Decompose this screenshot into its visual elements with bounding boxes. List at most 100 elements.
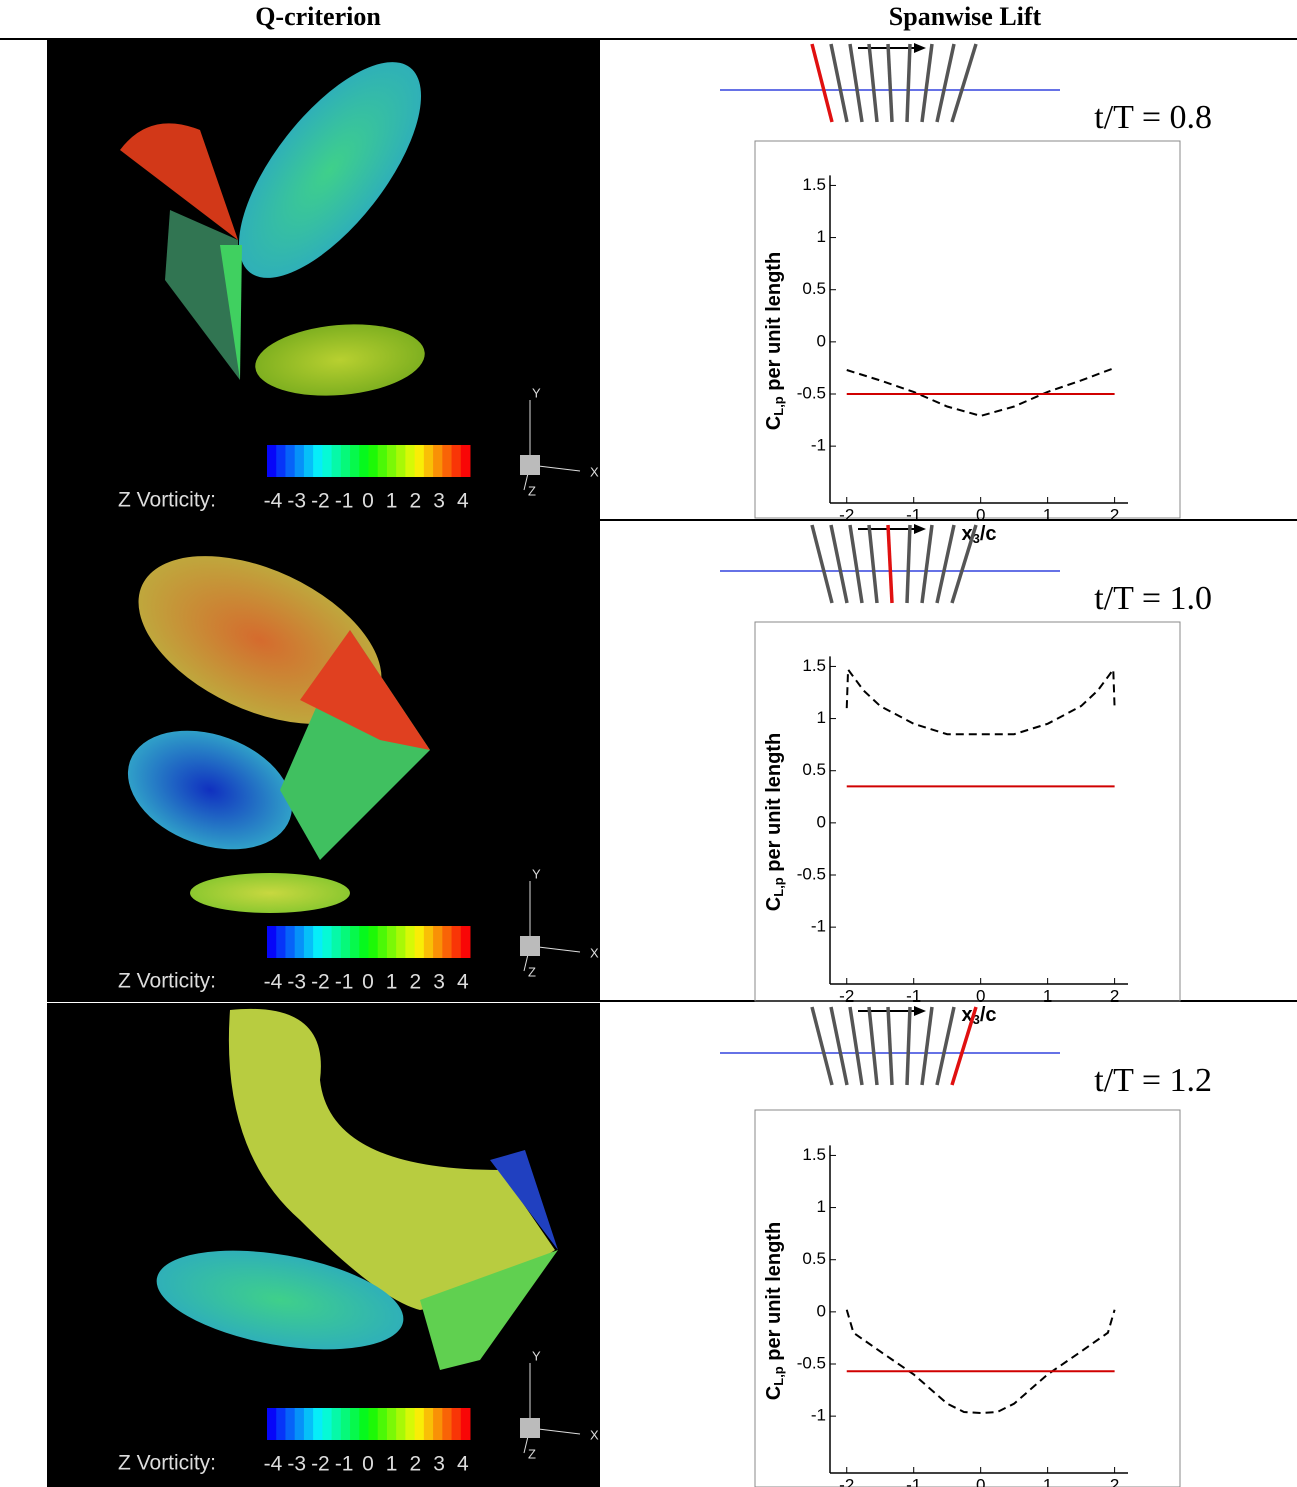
- wing-section: [810, 43, 834, 123]
- colorbar-segment: [368, 1408, 379, 1440]
- y-tick-label: -1: [811, 917, 826, 936]
- y-tick-label: 0: [817, 331, 826, 350]
- wing-section: [848, 524, 864, 604]
- wing-section: [920, 1006, 934, 1086]
- label-sub: L,p: [771, 877, 786, 897]
- x-tick-label: -2: [839, 986, 854, 1005]
- colorbar-segment: [359, 1408, 369, 1440]
- wing-section: [810, 1006, 834, 1086]
- x-tick-label: 1: [1043, 505, 1052, 524]
- y-tick-label: 1.5: [802, 175, 826, 194]
- wing-section: [829, 1006, 849, 1086]
- colorbar-segment: [350, 926, 360, 958]
- colorbar-segment: [340, 926, 351, 958]
- triad-label: Y: [532, 1348, 541, 1363]
- series-line: [846, 366, 1115, 417]
- colorbar-tick-label: -4: [264, 971, 283, 994]
- colorbar-segment: [285, 926, 296, 958]
- y-tick-label: 0: [817, 812, 826, 831]
- colorbar-tick-label: 0: [362, 490, 374, 513]
- x-tick-label: -1: [906, 505, 921, 524]
- colorbar-tick-label: 2: [410, 490, 422, 513]
- x-tick-label: 2: [1110, 505, 1119, 524]
- colorbar-segment: [350, 445, 360, 477]
- label-sub: L,p: [771, 1366, 786, 1386]
- colorbar-segment: [294, 1408, 305, 1440]
- column-header: Q-criterion: [255, 2, 381, 31]
- colorbar-segment: [322, 445, 333, 477]
- colorbar-tick-label: 3: [433, 1453, 445, 1476]
- label-part: C: [763, 897, 785, 911]
- wing-section: [829, 43, 849, 123]
- colorbar-segment: [313, 1408, 323, 1440]
- series-line: [845, 666, 1116, 736]
- arrow-head: [914, 43, 926, 53]
- colorbar-tick-label: 2: [410, 971, 422, 994]
- colorbar-segment: [433, 926, 443, 958]
- wing-section: [886, 1006, 894, 1086]
- wing-section: [950, 1006, 978, 1086]
- x-tick-label: 0: [976, 1475, 985, 1487]
- colorbar-segment: [267, 445, 277, 477]
- column-header: Spanwise Lift: [889, 2, 1042, 31]
- y-tick-label: 0: [817, 1301, 826, 1320]
- colorbar-segment: [451, 926, 462, 958]
- colorbar-segment: [386, 926, 397, 958]
- colorbar-tick-label: 0: [362, 971, 374, 994]
- y-tick-label: -0.5: [797, 383, 826, 402]
- wing-section: [950, 524, 978, 604]
- colorbar-segment: [359, 445, 369, 477]
- colorbar-segment: [313, 926, 323, 958]
- colorbar-segment: [267, 1408, 277, 1440]
- colorbar-tick-label: 4: [457, 490, 469, 513]
- colorbar-tick-label: 2: [410, 1453, 422, 1476]
- colorbar-label: Z Vorticity:: [118, 970, 216, 993]
- colorbar-segment: [386, 1408, 397, 1440]
- colorbar-tick-label: -2: [311, 1453, 330, 1476]
- colorbar-segment: [322, 1408, 333, 1440]
- label-part: /c: [980, 523, 997, 545]
- colorbar-segment: [405, 1408, 416, 1440]
- wing-section: [905, 43, 912, 123]
- y-tick-label: 1: [817, 1197, 826, 1216]
- y-tick-label: -0.5: [797, 1353, 826, 1372]
- y-axis-label: CL,p per unit length: [763, 733, 786, 911]
- wing-section: [867, 43, 879, 123]
- colorbar-segment: [433, 445, 443, 477]
- annotation: t/T = 1.2: [1094, 1062, 1212, 1099]
- wing-section: [935, 524, 956, 604]
- wing-section: [920, 524, 934, 604]
- colorbar-segment: [377, 926, 388, 958]
- label-part: per unit length: [763, 733, 785, 877]
- colorbar-segment: [442, 926, 453, 958]
- arrow-head: [914, 524, 926, 534]
- colorbar-segment: [294, 445, 305, 477]
- colorbar-tick-label: -2: [311, 971, 330, 994]
- colorbar-tick-label: -4: [264, 490, 283, 513]
- wing-section: [848, 1006, 864, 1086]
- annotation: t/T = 0.8: [1094, 99, 1212, 136]
- colorbar-label: Z Vorticity:: [118, 489, 216, 512]
- colorbar-segment: [396, 445, 406, 477]
- colorbar-segment: [276, 926, 286, 958]
- wing-section: [848, 43, 864, 123]
- colorbar-tick-label: -4: [264, 1453, 283, 1476]
- wing-section: [905, 1006, 912, 1086]
- x-tick-label: 2: [1110, 986, 1119, 1005]
- colorbar-segment: [276, 445, 286, 477]
- triad-cube: [520, 936, 540, 956]
- label-sub: 3: [973, 531, 980, 546]
- triad-label: Z: [528, 483, 536, 498]
- x-tick-label: 0: [976, 986, 985, 1005]
- colorbar-segment: [414, 445, 425, 477]
- colorbar-segment: [350, 1408, 360, 1440]
- colorbar-segment: [331, 445, 342, 477]
- plot-frame: [754, 621, 1181, 1002]
- y-tick-label: 0.5: [802, 279, 826, 298]
- colorbar-segment: [442, 1408, 453, 1440]
- colorbar-tick-label: 4: [457, 1453, 469, 1476]
- wing-section: [886, 524, 894, 604]
- colorbar-segment: [368, 445, 379, 477]
- arrow-head: [914, 1006, 926, 1016]
- colorbar-segment: [377, 445, 388, 477]
